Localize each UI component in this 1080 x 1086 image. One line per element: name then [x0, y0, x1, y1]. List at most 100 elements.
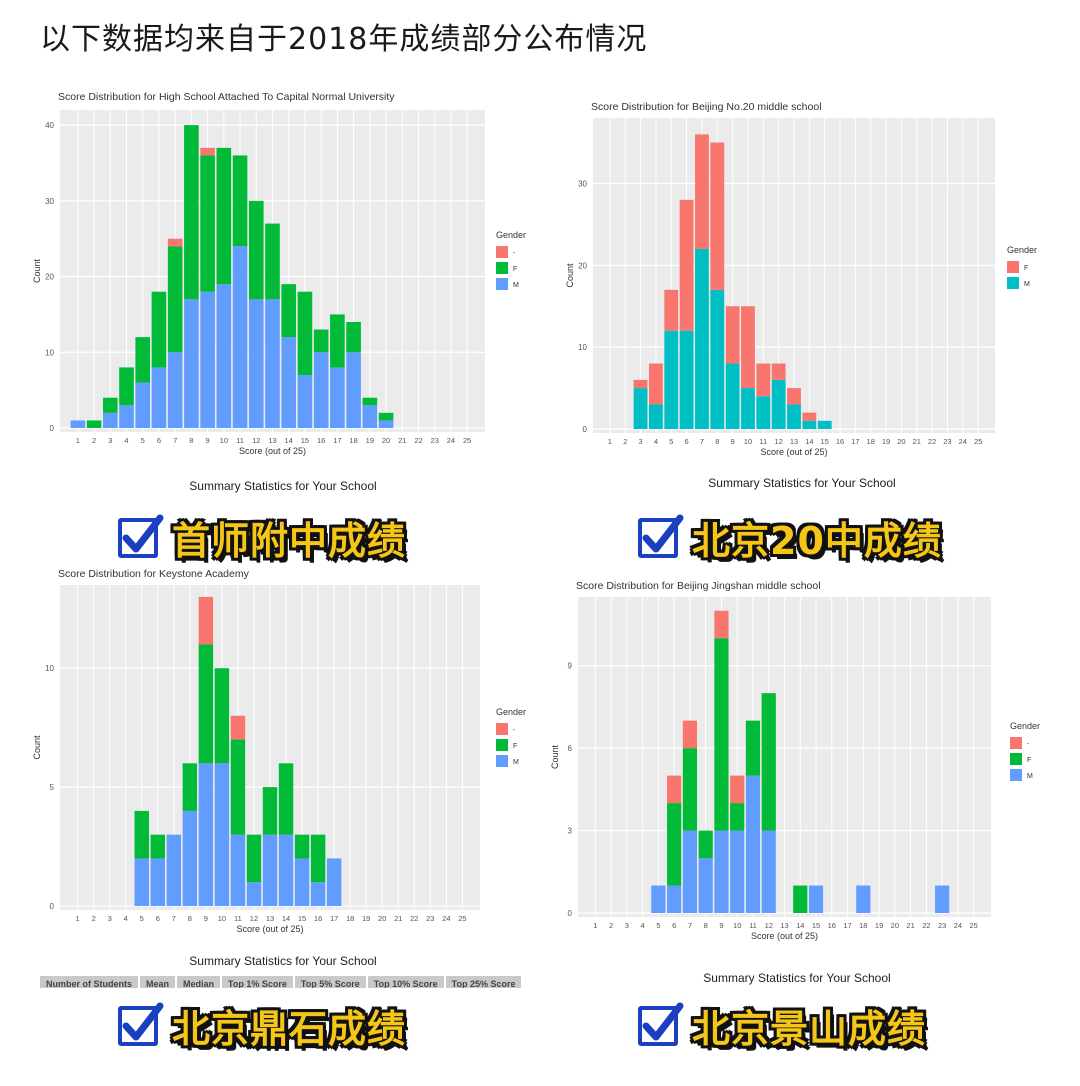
bar-M-13 [262, 834, 278, 906]
checkbox-checked-icon[interactable] [118, 1002, 164, 1046]
y-axis-label: Count [550, 745, 560, 770]
banner-jingshan[interactable]: 北京景山成绩 [638, 998, 926, 1053]
x-tick-label: 18 [859, 921, 867, 930]
x-tick-label: 16 [314, 914, 322, 923]
legend-swatch-dash [1010, 737, 1022, 749]
y-tick-label: 6 [568, 744, 573, 753]
y-tick-label: 20 [45, 273, 54, 282]
bar-M-12 [246, 882, 262, 906]
banner-label: 北京鼎石成绩 [172, 1007, 407, 1051]
banner-capital-normal[interactable]: 首师附中成绩 [118, 510, 406, 565]
checkbox-checked-icon[interactable] [118, 514, 164, 558]
checkbox-checked-icon[interactable] [638, 514, 684, 558]
x-tick-label: 15 [298, 914, 306, 923]
legend-title: Gender [496, 707, 526, 717]
x-tick-label: 12 [252, 436, 260, 445]
x-tick-label: 19 [362, 914, 370, 923]
y-tick-label: 10 [45, 348, 54, 357]
bar-M-6 [679, 330, 694, 429]
table-header-cell: Top 1% Score [222, 976, 293, 988]
x-tick-label: 21 [394, 914, 402, 923]
chart-title: Score Distribution for Beijing No.20 mid… [591, 101, 822, 113]
bar-dash-7 [682, 720, 698, 749]
y-tick-label: 9 [568, 662, 573, 671]
x-tick-label: 3 [108, 436, 112, 445]
bar-M-15 [817, 420, 832, 429]
legend-label: M [513, 759, 519, 766]
x-tick-label: 24 [447, 436, 455, 445]
x-tick-label: 8 [188, 914, 192, 923]
x-tick-label: 23 [943, 437, 951, 446]
bar-M-13 [265, 299, 280, 428]
checkbox-checked-icon[interactable] [638, 1002, 684, 1046]
bar-F-11 [745, 720, 761, 776]
x-tick-label: 21 [398, 436, 406, 445]
legend-swatch-F [496, 262, 508, 274]
legend-swatch-F [496, 739, 508, 751]
y-tick-label: 40 [45, 121, 54, 130]
bar-M-12 [761, 830, 776, 913]
y-tick-label: 10 [578, 343, 587, 352]
bar-F-11 [756, 363, 771, 397]
bar-M-10 [730, 830, 745, 913]
banner-keystone[interactable]: 北京鼎石成绩 [118, 998, 406, 1053]
x-tick-label: 19 [882, 437, 890, 446]
x-axis-label: Score (out of 25) [760, 447, 827, 457]
x-tick-label: 20 [378, 914, 386, 923]
x-tick-label: 13 [266, 914, 274, 923]
banner-beijing-20[interactable]: 北京20中成绩 [638, 510, 942, 565]
bar-M-16 [310, 882, 326, 906]
x-tick-label: 2 [92, 436, 96, 445]
legend-label: - [513, 727, 516, 734]
x-tick-label: 20 [891, 921, 899, 930]
bar-M-6 [150, 858, 165, 906]
legend-label: M [1024, 281, 1030, 288]
bar-M-8 [710, 289, 725, 429]
bar-M-5 [135, 382, 151, 428]
x-tick-label: 3 [638, 437, 642, 446]
bar-M-6 [151, 367, 167, 428]
bar-F-18 [346, 322, 361, 353]
bar-F-12 [761, 693, 776, 831]
bar-F-14 [802, 412, 817, 421]
x-tick-label: 7 [700, 437, 704, 446]
bar-F-8 [698, 830, 713, 859]
x-tick-label: 7 [172, 914, 176, 923]
x-tick-label: 1 [608, 437, 612, 446]
bar-F-6 [667, 803, 682, 886]
bar-F-13 [787, 388, 801, 405]
x-tick-label: 19 [366, 436, 374, 445]
bar-M-10 [741, 388, 755, 429]
bar-F-12 [246, 834, 262, 883]
bar-M-14 [802, 420, 817, 429]
x-tick-label: 1 [76, 914, 80, 923]
bar-F-10 [214, 668, 230, 764]
x-tick-label: 8 [189, 436, 193, 445]
y-tick-label: 10 [45, 664, 54, 673]
bar-M-3 [633, 388, 648, 429]
legend-label: F [513, 743, 517, 750]
legend-swatch-M [1010, 769, 1022, 781]
table-header-cell: Top 5% Score [294, 976, 366, 988]
x-tick-label: 6 [157, 436, 161, 445]
bar-M-11 [756, 396, 771, 429]
x-tick-label: 6 [156, 914, 160, 923]
bar-M-20 [378, 420, 394, 428]
bar-F-4 [119, 367, 134, 406]
bar-M-9 [725, 363, 740, 429]
x-tick-label: 2 [92, 914, 96, 923]
bar-dash-11 [230, 715, 246, 740]
summary-title: Summary Statistics for Your School [189, 479, 377, 493]
x-tick-label: 25 [974, 437, 982, 446]
y-axis-label: Count [32, 735, 42, 760]
bar-dash-9 [200, 147, 215, 156]
page-title: 以下数据均来自于2018年成绩部分公布情况 [40, 22, 648, 57]
bar-M-8 [698, 858, 713, 913]
bar-F-9 [200, 155, 215, 292]
bar-M-17 [330, 367, 345, 428]
bar-dash-9 [714, 610, 729, 639]
x-tick-label: 12 [765, 921, 773, 930]
x-tick-label: 17 [330, 914, 338, 923]
bar-F-15 [297, 291, 313, 375]
y-axis-label: Count [32, 259, 42, 284]
